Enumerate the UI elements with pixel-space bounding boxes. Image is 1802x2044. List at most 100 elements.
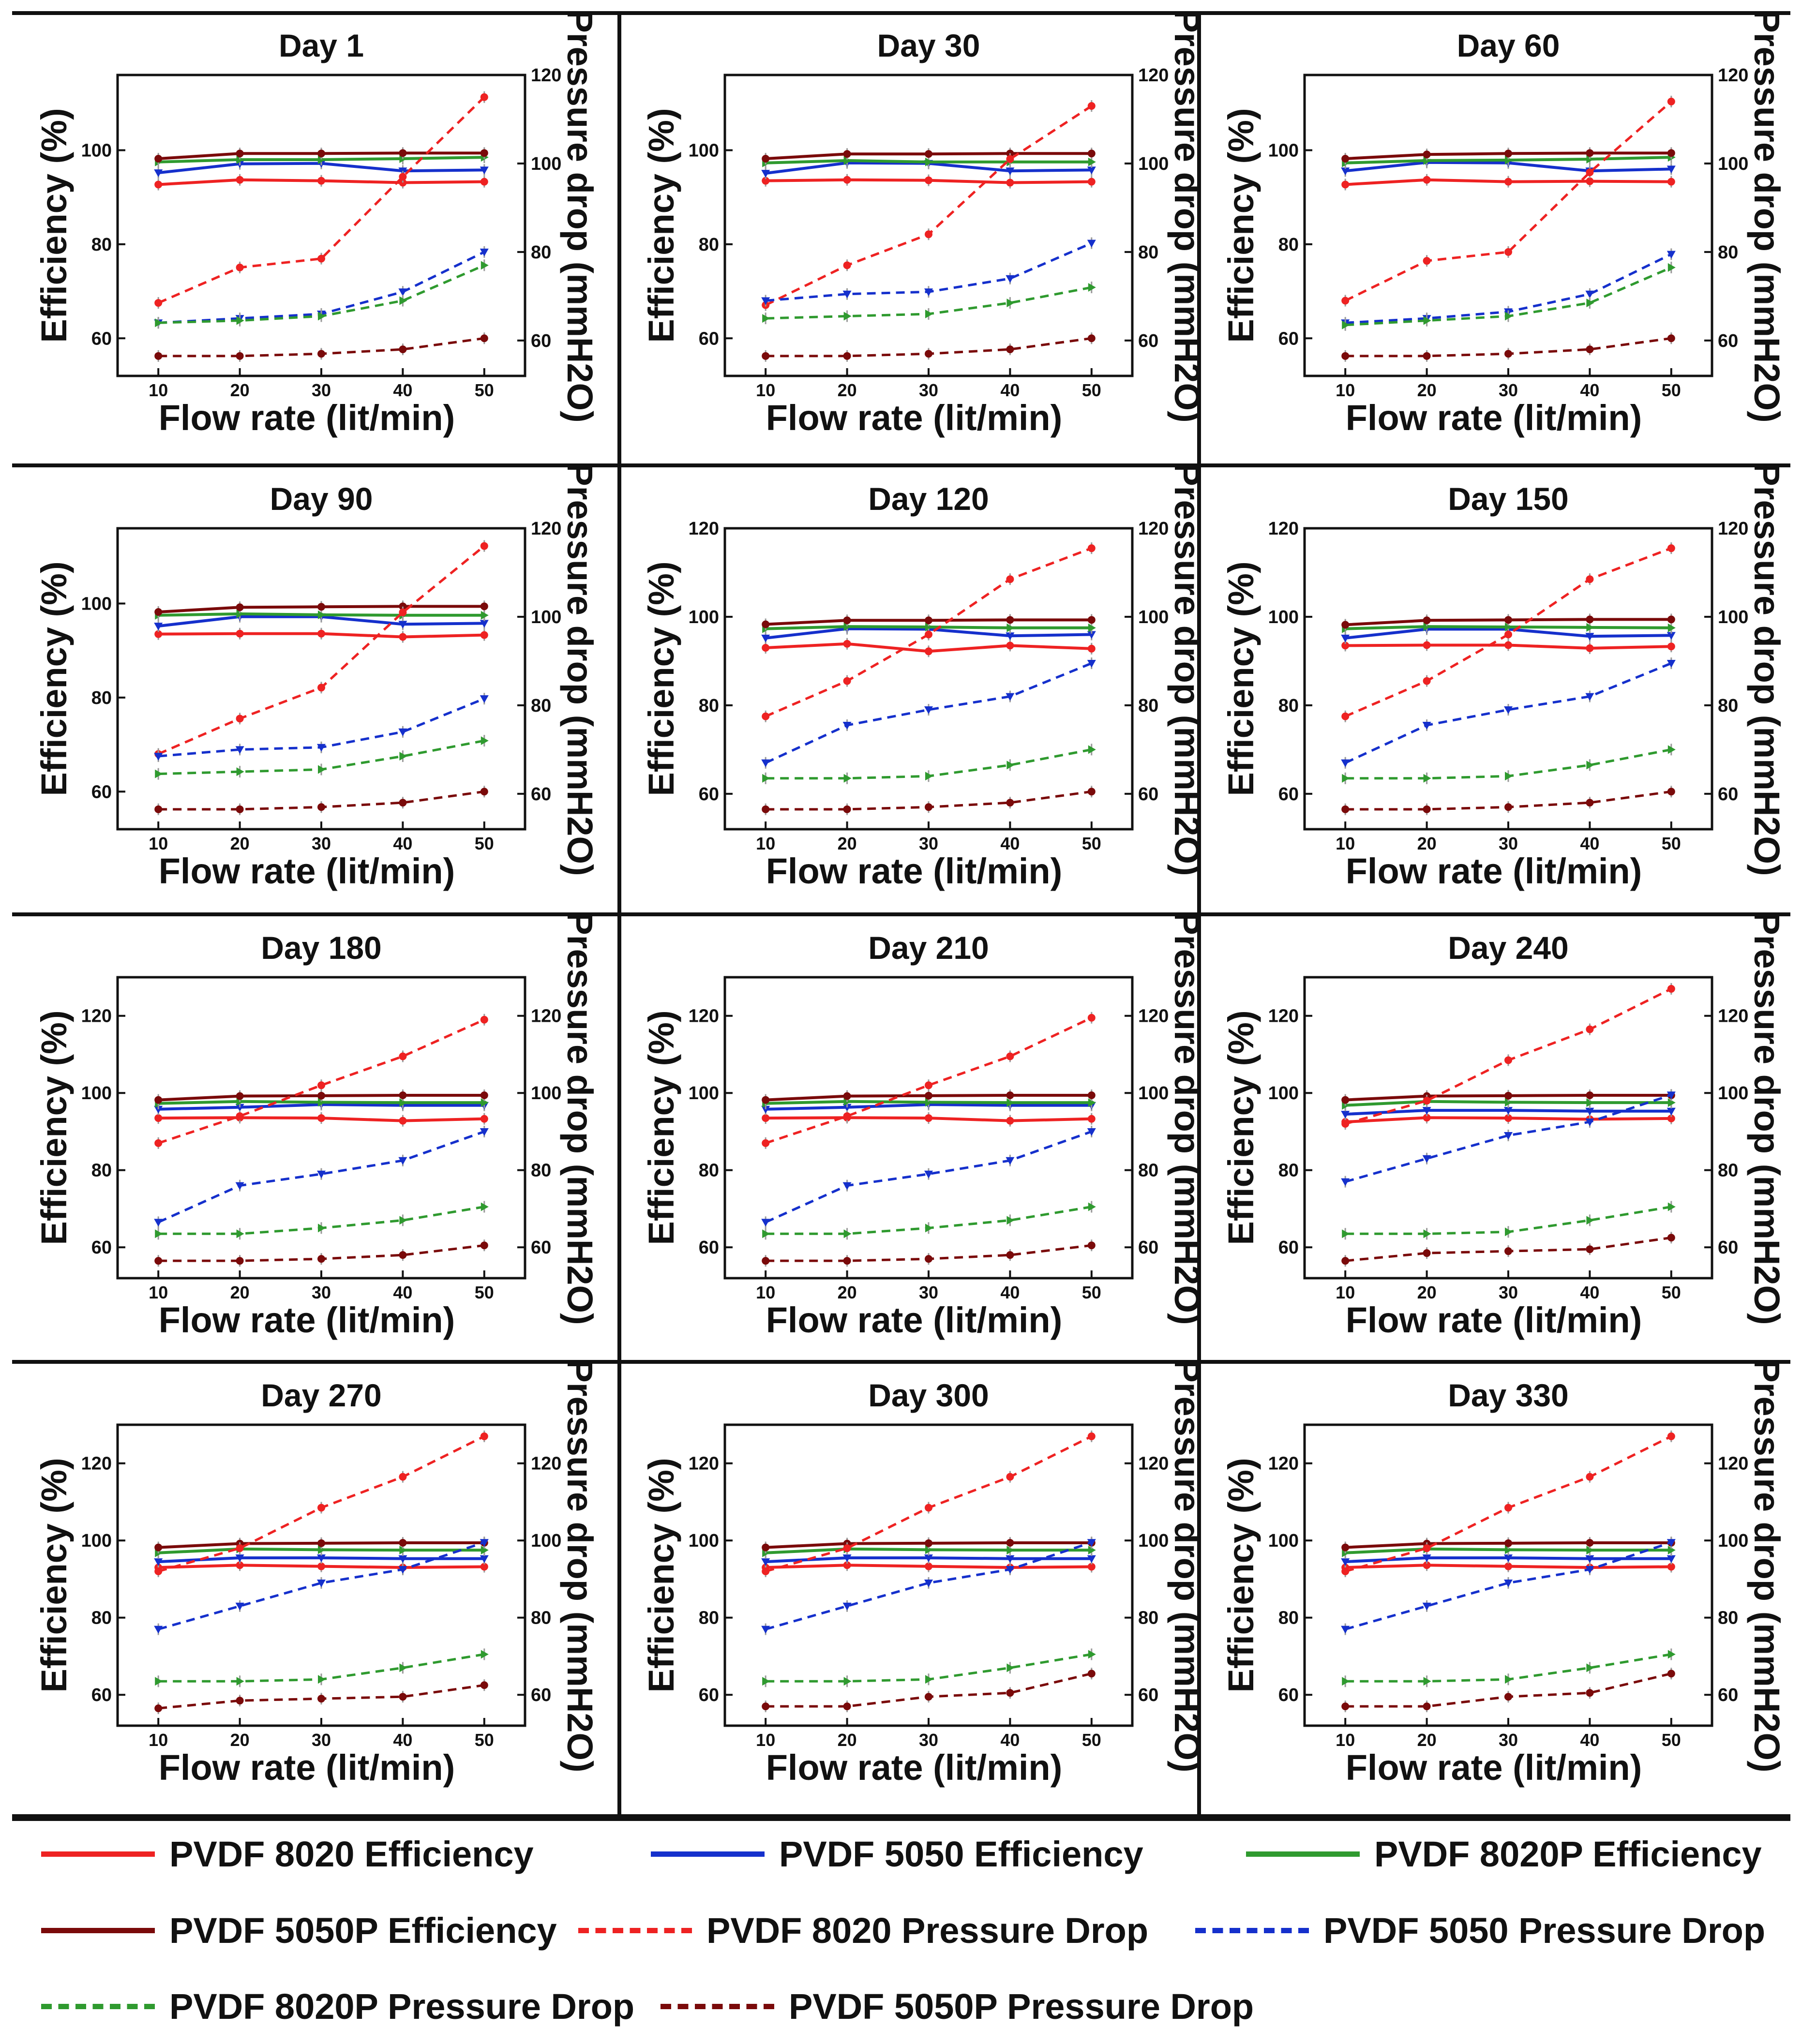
x-axis-label: Flow rate (lit/min) [159, 1300, 455, 1340]
legend-swatch [1195, 1927, 1309, 1933]
data-point-pvdf-5050-pressure-drop-20 [1422, 1155, 1431, 1163]
data-point-pvdf-5050-pressure-drop-10 [1341, 1626, 1350, 1634]
y-right-tick-label: 80 [531, 1608, 551, 1628]
data-point-pvdf-8020p-pressure-drop-20 [1423, 316, 1431, 325]
data-point-pvdf-8020-pressure-drop-30 [1504, 1504, 1512, 1512]
data-point-pvdf-8020p-efficiency-40 [1586, 1098, 1594, 1107]
data-point-pvdf-5050-efficiency-20 [1422, 1107, 1431, 1115]
data-point-pvdf-8020-pressure-drop-50 [480, 1015, 488, 1024]
data-point-pvdf-5050p-efficiency-20 [1423, 150, 1431, 159]
y-left-axis-label: Efficiency (%) [1221, 561, 1261, 796]
y-left-tick-label: 80 [91, 235, 112, 255]
x-tick-label: 10 [756, 1730, 775, 1750]
y-right-tick-label: 100 [1138, 1083, 1169, 1104]
data-point-pvdf-8020p-efficiency-50 [1667, 623, 1676, 632]
series-pvdf-5050-pressure-drop [761, 1537, 1096, 1635]
y-right-tick-label: 120 [1138, 1006, 1169, 1027]
data-point-pvdf-5050-pressure-drop-40 [1006, 693, 1015, 701]
series-pvdf-8020p-pressure-drop [762, 1201, 1096, 1240]
data-point-pvdf-8020-efficiency-50 [480, 631, 488, 639]
data-point-pvdf-5050-efficiency-20 [842, 1554, 852, 1563]
x-tick-label: 40 [393, 834, 412, 853]
data-point-pvdf-5050p-efficiency-20 [236, 1092, 244, 1100]
data-point-pvdf-5050p-pressure-drop-10 [1341, 352, 1350, 360]
data-point-pvdf-5050-pressure-drop-40 [398, 288, 407, 297]
data-point-pvdf-5050-efficiency-50 [1087, 631, 1096, 639]
data-point-pvdf-5050p-efficiency-20 [1423, 616, 1431, 625]
x-tick-label: 50 [1662, 834, 1681, 853]
data-point-pvdf-8020-pressure-drop-30 [317, 254, 325, 263]
legend-swatch [41, 1851, 155, 1857]
y-left-tick-label: 60 [1278, 1685, 1299, 1705]
x-axis-label: Flow rate (lit/min) [1346, 1747, 1642, 1788]
data-point-pvdf-5050p-pressure-drop-10 [1341, 1702, 1350, 1711]
data-point-pvdf-5050p-pressure-drop-40 [1006, 1251, 1014, 1259]
y-left-axis-label: Efficiency (%) [34, 108, 74, 343]
y-left-tick-label: 60 [699, 328, 719, 349]
data-point-pvdf-8020-pressure-drop-50 [1667, 985, 1675, 993]
data-point-pvdf-5050p-pressure-drop-50 [1087, 788, 1096, 796]
data-point-pvdf-8020-efficiency-40 [399, 1117, 407, 1125]
data-point-pvdf-5050p-pressure-drop-50 [1667, 1670, 1675, 1678]
x-tick-label: 10 [1336, 380, 1355, 400]
data-point-pvdf-8020p-efficiency-30 [925, 1545, 933, 1554]
data-point-pvdf-8020-efficiency-20 [236, 1561, 244, 1569]
data-point-pvdf-8020p-pressure-drop-30 [318, 1675, 326, 1684]
series-pvdf-8020p-pressure-drop [155, 735, 489, 780]
y-right-axis-label: Pressure drop (mmH2O) [1747, 911, 1787, 1325]
data-point-pvdf-8020-pressure-drop-50 [480, 93, 488, 101]
y-right-tick-label: 120 [531, 1006, 561, 1027]
x-tick-label: 20 [230, 1283, 250, 1302]
y-right-tick-label: 120 [1718, 1006, 1748, 1027]
data-point-pvdf-5050-pressure-drop-30 [317, 1579, 326, 1587]
data-point-pvdf-8020p-efficiency-40 [1586, 623, 1594, 632]
data-point-pvdf-8020p-pressure-drop-50 [1667, 1650, 1676, 1659]
y-left-tick-label: 100 [689, 141, 719, 161]
data-point-pvdf-5050-efficiency-30 [924, 1554, 933, 1563]
data-point-pvdf-5050-pressure-drop-40 [1585, 1566, 1594, 1574]
data-point-pvdf-8020p-pressure-drop-50 [1088, 745, 1096, 754]
y-left-tick-label: 60 [1278, 784, 1299, 805]
y-left-tick-label: 100 [81, 1531, 112, 1551]
data-point-pvdf-8020-pressure-drop-50 [1667, 97, 1675, 105]
data-point-pvdf-5050p-pressure-drop-30 [317, 1255, 325, 1263]
series-line-pvdf-5050-pressure-drop [765, 1541, 1092, 1631]
data-point-pvdf-8020-pressure-drop-40 [1006, 1473, 1014, 1481]
data-point-pvdf-8020-efficiency-50 [480, 1115, 488, 1123]
y-right-tick-label: 120 [531, 65, 561, 86]
data-point-pvdf-8020p-pressure-drop-20 [236, 767, 244, 776]
data-point-pvdf-5050p-efficiency-10 [1341, 621, 1350, 629]
series-pvdf-8020-pressure-drop [762, 100, 1096, 311]
x-tick-label: 10 [149, 834, 168, 853]
x-tick-label: 40 [1580, 834, 1599, 853]
y-right-tick-label: 80 [1138, 1608, 1158, 1628]
data-point-pvdf-5050p-pressure-drop-40 [1586, 799, 1594, 807]
plot-frame [1303, 527, 1713, 831]
data-point-pvdf-8020p-pressure-drop-50 [1088, 1650, 1096, 1659]
data-point-pvdf-8020-pressure-drop-40 [399, 1473, 407, 1481]
y-left-axis-label: Efficiency (%) [641, 1010, 681, 1245]
data-point-pvdf-8020p-pressure-drop-30 [925, 772, 933, 781]
y-right-tick-label: 100 [531, 1083, 561, 1104]
data-point-pvdf-5050p-pressure-drop-30 [925, 1255, 932, 1263]
y-left-tick-label: 120 [1268, 519, 1299, 539]
data-point-pvdf-8020-efficiency-30 [317, 1114, 325, 1122]
data-point-pvdf-8020-pressure-drop-40 [1006, 1052, 1014, 1060]
series-pvdf-5050p-pressure-drop [1341, 332, 1675, 362]
data-point-pvdf-5050p-efficiency-20 [843, 150, 851, 158]
chart-panel-day-180: Day 180 10 20 30 40 50 60 80 100 120 60 80 100 120 Flo… [34, 911, 600, 1340]
data-point-pvdf-8020-efficiency-20 [1423, 176, 1431, 184]
data-point-pvdf-8020-efficiency-30 [1504, 641, 1512, 649]
data-point-pvdf-5050p-pressure-drop-20 [843, 805, 851, 813]
data-point-pvdf-5050-pressure-drop-20 [1422, 722, 1431, 730]
series-pvdf-5050p-pressure-drop [154, 786, 488, 815]
data-point-pvdf-5050-efficiency-40 [1006, 632, 1015, 641]
chart-panel-day-150: Day 150 10 20 30 40 50 60 80 100 120 60 80 100 120 Flo… [1221, 462, 1787, 891]
chart-title: Day 330 [1448, 1377, 1569, 1413]
data-point-pvdf-5050-pressure-drop-20 [842, 1602, 852, 1611]
data-point-pvdf-8020p-pressure-drop-40 [1586, 298, 1594, 308]
data-point-pvdf-5050-efficiency-50 [480, 166, 489, 175]
data-point-pvdf-5050p-efficiency-30 [1504, 1539, 1512, 1547]
data-point-pvdf-5050p-pressure-drop-10 [154, 352, 163, 360]
data-point-pvdf-8020p-pressure-drop-20 [843, 1229, 852, 1238]
